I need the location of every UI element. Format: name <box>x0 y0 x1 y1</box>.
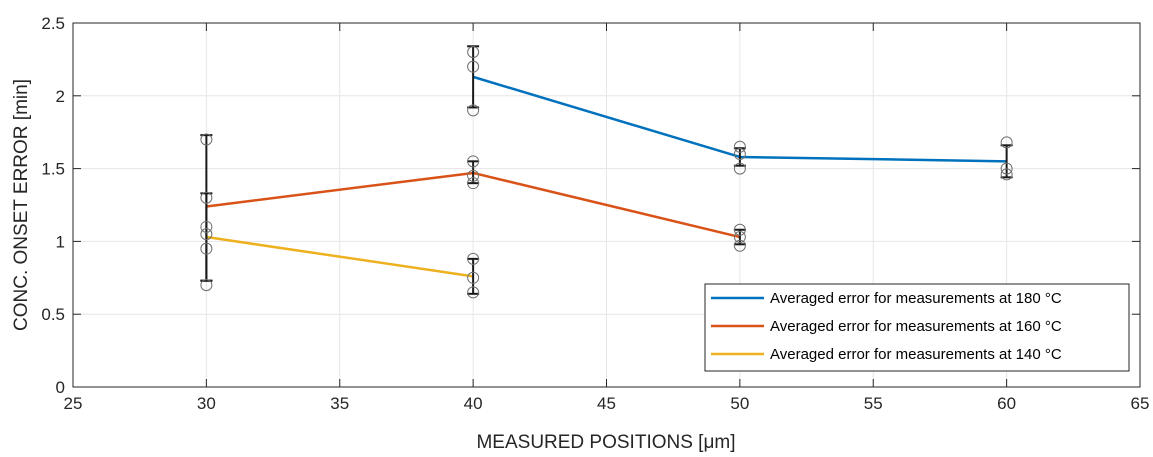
x-tick-label: 55 <box>864 394 883 413</box>
error-bars <box>200 45 1013 295</box>
sample-marker-2 <box>200 279 213 292</box>
y-axis-label: CONC. ONSET ERROR [min] <box>11 79 32 331</box>
axis-ticks: 25 30 35 40 45 50 55 60 65 0 0.5 1 1.5 2 2.5 <box>41 14 1149 413</box>
sample-marker-1 <box>200 220 213 233</box>
sample-marker-0 <box>1000 162 1013 175</box>
sample-marker-0 <box>733 162 746 175</box>
y-tick-label: 1.5 <box>41 160 65 179</box>
y-tick-label: 0 <box>56 378 65 397</box>
legend-box <box>704 283 1130 372</box>
legend-label-2: Averaged error for measurements at 140 °… <box>770 346 1062 363</box>
sample-marker-2 <box>467 252 480 265</box>
sample-marker-1 <box>467 177 480 190</box>
y-tick-label: 2.5 <box>41 14 65 33</box>
sample-marker-2 <box>200 228 213 241</box>
sample-marker-0 <box>1000 136 1013 149</box>
sample-marker-2 <box>467 271 480 284</box>
legend: Averaged error for measurements at 180 °… <box>704 283 1130 372</box>
sample-marker-1 <box>200 133 213 146</box>
y-tick-label: 1 <box>56 232 65 251</box>
x-tick-label: 40 <box>464 394 483 413</box>
x-axis-label: MEASURED POSITIONS [μm] <box>476 432 735 453</box>
x-tick-label: 30 <box>197 394 216 413</box>
x-tick-label: 60 <box>997 394 1016 413</box>
sample-marker-0 <box>733 140 746 153</box>
sample-marker-0 <box>467 46 480 59</box>
legend-label-0: Averaged error for measurements at 180 °… <box>770 290 1062 307</box>
sample-marker-1 <box>733 239 746 252</box>
legend-label-1: Averaged error for measurements at 160 °… <box>770 318 1062 335</box>
sample-marker-0 <box>467 60 480 73</box>
y-tick-label: 2 <box>56 87 65 106</box>
y-tick-label: 0.5 <box>41 305 65 324</box>
sample-marker-1 <box>733 223 746 236</box>
x-tick-label: 50 <box>730 394 749 413</box>
x-tick-label: 45 <box>597 394 616 413</box>
sample-marker-1 <box>467 155 480 168</box>
sample-marker-0 <box>467 104 480 117</box>
x-tick-label: 25 <box>64 394 83 413</box>
sample-marker-1 <box>467 169 480 182</box>
sample-marker-0 <box>733 148 746 161</box>
sample-marker-1 <box>733 231 746 244</box>
series-line-2 <box>206 235 474 278</box>
x-tick-label: 65 <box>1131 394 1150 413</box>
x-tick-label: 35 <box>330 394 349 413</box>
sample-marker-2 <box>200 242 213 255</box>
sample-marker-0 <box>1000 168 1013 181</box>
sample-marker-1 <box>200 191 213 204</box>
sample-markers <box>200 46 1013 299</box>
sample-marker-2 <box>467 286 480 299</box>
